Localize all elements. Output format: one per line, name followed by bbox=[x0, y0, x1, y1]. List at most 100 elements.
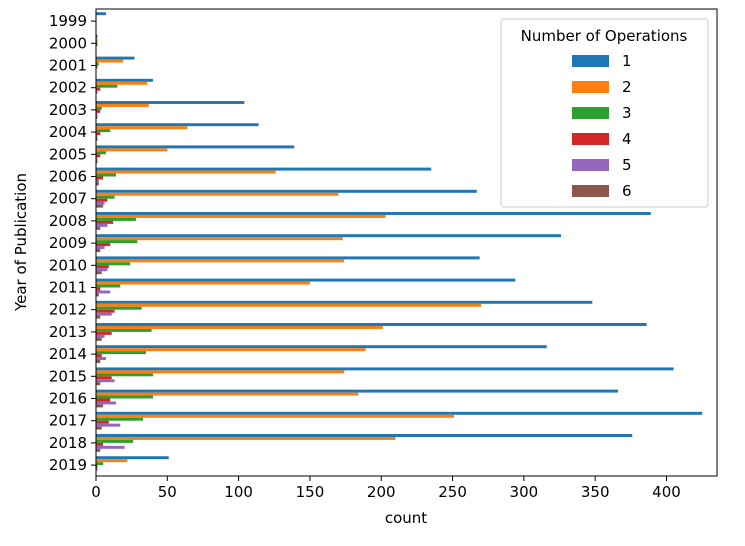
y-tick-label: 2003 bbox=[49, 101, 87, 119]
bar-2004-ops-1 bbox=[96, 123, 259, 127]
bar-2017-ops-6 bbox=[96, 426, 102, 430]
bar-2006-ops-3 bbox=[96, 173, 116, 177]
bar-2017-ops-1 bbox=[96, 411, 703, 415]
bar-2013-ops-5 bbox=[96, 334, 105, 338]
bar-2011-ops-3 bbox=[96, 284, 121, 288]
bar-2017-ops-2 bbox=[96, 414, 454, 418]
bar-2003-ops-1 bbox=[96, 101, 245, 104]
bar-2007-ops-5 bbox=[96, 201, 105, 205]
bar-2003-ops-6 bbox=[96, 115, 98, 119]
x-tick-label: 0 bbox=[91, 483, 101, 501]
bar-2006-ops-2 bbox=[96, 170, 276, 174]
bar-2013-ops-6 bbox=[96, 337, 102, 341]
bar-2001-ops-2 bbox=[96, 59, 124, 63]
bar-2001-ops-1 bbox=[96, 56, 135, 60]
y-tick-label: 2007 bbox=[49, 190, 87, 208]
bar-2018-ops-6 bbox=[96, 448, 101, 452]
bar-2013-ops-2 bbox=[96, 325, 383, 329]
y-tick-label: 2005 bbox=[49, 145, 87, 163]
legend-label: 1 bbox=[622, 52, 632, 70]
bar-2012-ops-4 bbox=[96, 309, 115, 313]
bar-2011-ops-5 bbox=[96, 290, 111, 294]
bar-2008-ops-1 bbox=[96, 212, 651, 215]
legend-swatch-3 bbox=[572, 107, 609, 119]
legend: Number of Operations 1 2 3 4 5 6 bbox=[500, 18, 709, 208]
legend-swatch-2 bbox=[572, 81, 609, 93]
bar-2015-ops-2 bbox=[96, 370, 345, 374]
x-tick-label: 300 bbox=[510, 483, 539, 501]
x-tick-label: 400 bbox=[652, 483, 681, 501]
y-tick-label: 2008 bbox=[49, 212, 87, 230]
legend-label: 3 bbox=[622, 104, 632, 122]
bar-2019-ops-1 bbox=[96, 456, 169, 460]
bar-2012-ops-3 bbox=[96, 306, 142, 310]
y-tick-label: 1999 bbox=[49, 12, 87, 30]
bar-2006-ops-5 bbox=[96, 179, 99, 183]
bar-2004-ops-2 bbox=[96, 126, 188, 130]
legend-title: Number of Operations bbox=[521, 27, 688, 45]
bar-2000-ops-4 bbox=[96, 43, 98, 47]
bar-2007-ops-6 bbox=[96, 204, 104, 208]
bar-2002-ops-5 bbox=[96, 90, 98, 94]
bar-2019-ops-3 bbox=[96, 462, 104, 466]
legend-label: 6 bbox=[622, 182, 632, 200]
bar-2010-ops-4 bbox=[96, 265, 109, 269]
bar-2011-ops-4 bbox=[96, 287, 101, 291]
bar-2004-ops-3 bbox=[96, 129, 111, 133]
bar-2003-ops-4 bbox=[96, 109, 101, 113]
bar-2016-ops-3 bbox=[96, 395, 154, 399]
bar-2010-ops-6 bbox=[96, 271, 102, 275]
y-tick-label: 2014 bbox=[49, 345, 87, 363]
y-axis-ticks: 1999 2000 2001 2002 2003 2004 2005 2006 2007 2008… bbox=[49, 12, 96, 474]
y-tick-label: 2018 bbox=[49, 434, 87, 452]
bar-2011-ops-1 bbox=[96, 278, 516, 282]
bar-2014-ops-1 bbox=[96, 345, 547, 349]
bar-2011-ops-6 bbox=[96, 293, 99, 297]
bar-2007-ops-2 bbox=[96, 192, 339, 196]
bar-2014-ops-5 bbox=[96, 357, 106, 361]
bar-2003-ops-2 bbox=[96, 103, 149, 107]
bar-2006-ops-6 bbox=[96, 182, 99, 186]
bar-2015-ops-5 bbox=[96, 379, 115, 383]
bar-2016-ops-6 bbox=[96, 404, 104, 408]
y-tick-label: 2001 bbox=[49, 57, 87, 75]
bar-2019-ops-2 bbox=[96, 459, 128, 463]
bar-2010-ops-5 bbox=[96, 268, 108, 272]
bar-2014-ops-2 bbox=[96, 348, 366, 352]
bar-2012-ops-5 bbox=[96, 312, 112, 316]
bar-2008-ops-2 bbox=[96, 214, 386, 218]
y-tick-label: 2000 bbox=[49, 34, 87, 52]
bar-2016-ops-2 bbox=[96, 392, 359, 396]
y-tick-label: 2011 bbox=[49, 279, 87, 297]
legend-swatch-6 bbox=[572, 185, 609, 197]
bar-2009-ops-4 bbox=[96, 243, 111, 247]
bar-2009-ops-1 bbox=[96, 234, 561, 238]
bar-2005-ops-1 bbox=[96, 145, 295, 149]
bar-2000-ops-2 bbox=[96, 37, 98, 41]
y-tick-label: 2013 bbox=[49, 323, 87, 341]
bar-2009-ops-2 bbox=[96, 237, 343, 241]
bar-2018-ops-3 bbox=[96, 439, 134, 443]
bar-2005-ops-2 bbox=[96, 148, 168, 152]
bar-2004-ops-6 bbox=[96, 138, 98, 141]
x-tick-label: 350 bbox=[581, 483, 610, 501]
bar-2008-ops-4 bbox=[96, 220, 114, 224]
bar-1999-ops-1 bbox=[96, 12, 106, 16]
y-tick-label: 2009 bbox=[49, 234, 87, 252]
bar-2007-ops-1 bbox=[96, 189, 477, 193]
x-tick-label: 250 bbox=[438, 483, 467, 501]
bar-2010-ops-2 bbox=[96, 259, 345, 263]
y-tick-label: 2002 bbox=[49, 79, 87, 97]
bar-2007-ops-4 bbox=[96, 198, 108, 202]
bar-2001-ops-3 bbox=[96, 62, 99, 66]
y-tick-label: 2016 bbox=[49, 390, 87, 408]
bar-2005-ops-3 bbox=[96, 151, 106, 155]
y-tick-label: 2010 bbox=[49, 256, 87, 274]
x-tick-label: 100 bbox=[224, 483, 253, 501]
legend-swatch-4 bbox=[572, 133, 609, 145]
y-tick-label: 2004 bbox=[49, 123, 87, 141]
bar-2015-ops-4 bbox=[96, 376, 112, 380]
legend-label: 5 bbox=[622, 156, 632, 174]
bar-2009-ops-5 bbox=[96, 246, 105, 250]
